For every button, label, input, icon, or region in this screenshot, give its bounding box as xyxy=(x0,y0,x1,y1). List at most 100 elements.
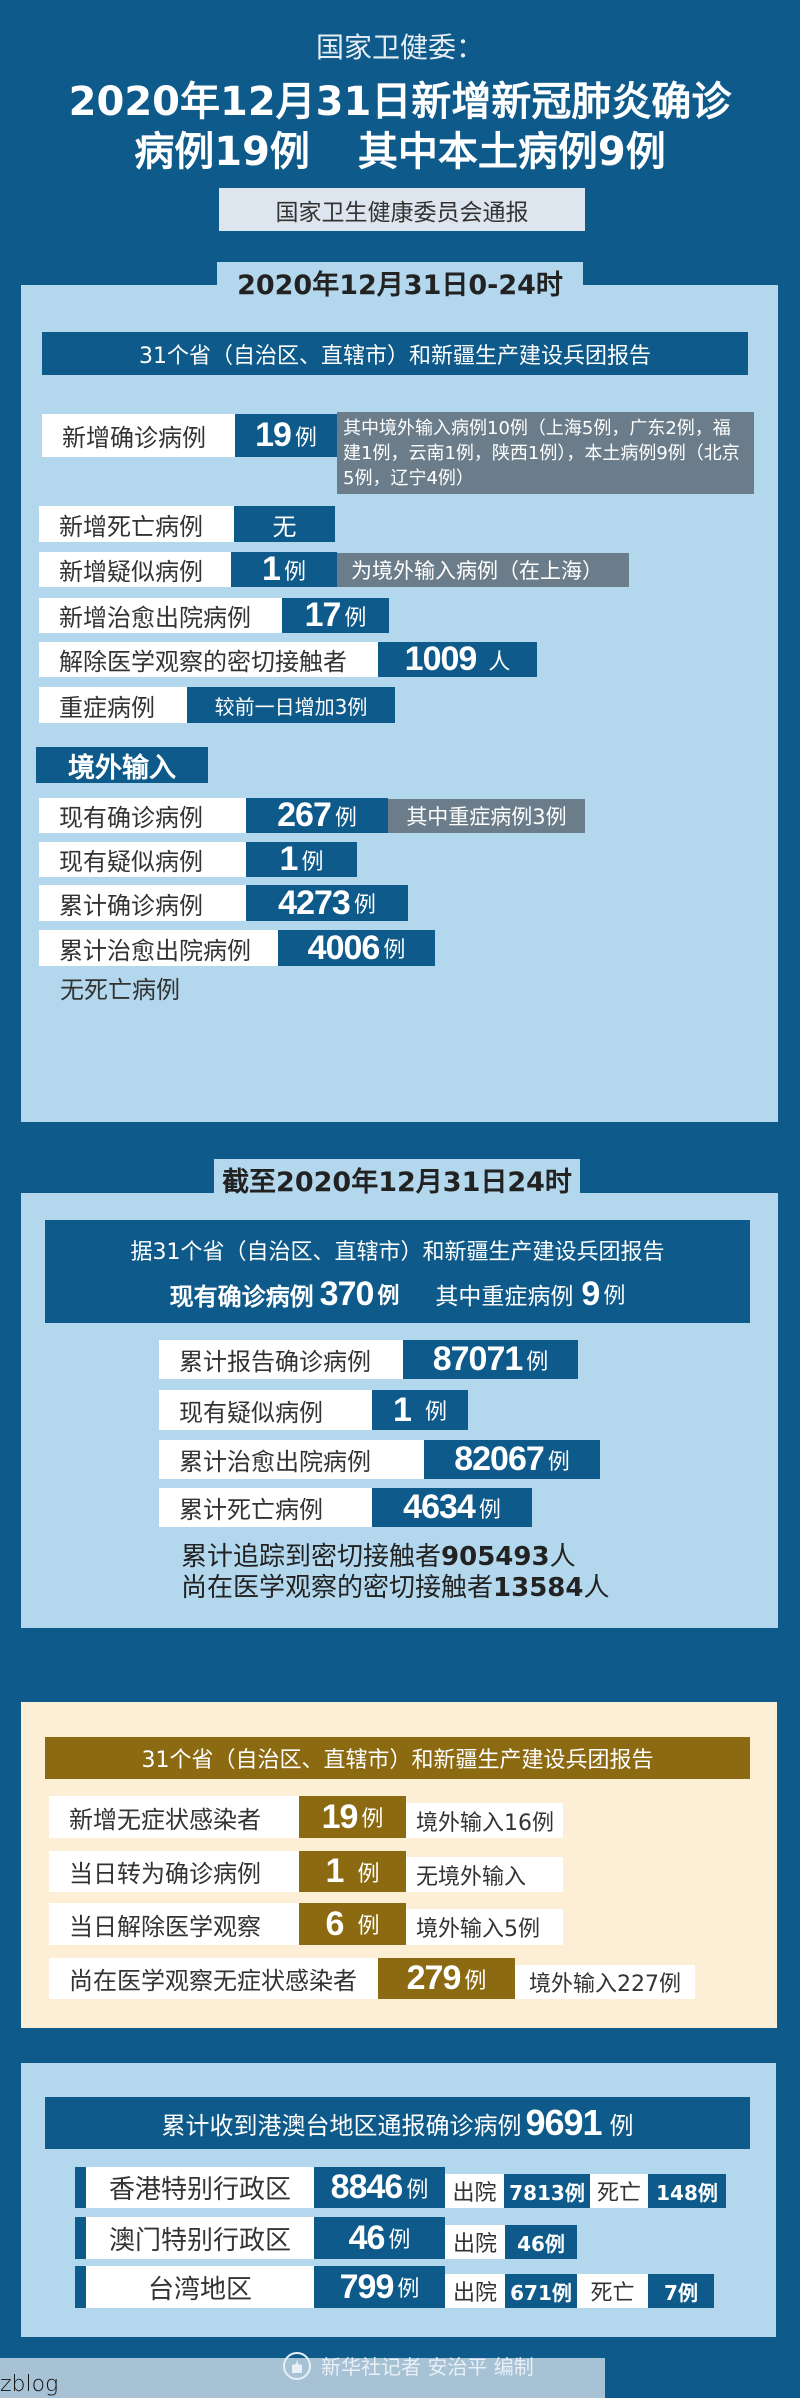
row-severe-label: 重症病例 xyxy=(39,687,187,723)
unit: 例 xyxy=(353,893,376,918)
unit: 例 xyxy=(383,938,406,963)
headline-local: 其中本土病例9例 xyxy=(357,129,666,175)
cum-deaths-value: 4634 例 xyxy=(372,1488,532,1527)
hk-death-value: 148例 xyxy=(648,2174,726,2208)
severe-value: 9 xyxy=(581,1274,600,1313)
value: 4006 xyxy=(307,928,381,967)
hk-label: 香港特别行政区 xyxy=(86,2167,314,2208)
value: 1 xyxy=(262,550,281,588)
cum-suspected-label: 现有疑似病例 xyxy=(159,1390,372,1430)
row-new-suspected-label: 新增疑似病例 xyxy=(39,552,231,587)
asym-observing-value: 279 例 xyxy=(378,1958,515,1999)
headline-total: 病例19例 xyxy=(134,129,310,175)
unit: 例 xyxy=(294,425,317,451)
unit: 例 xyxy=(357,1861,380,1887)
imported-footnote: 无死亡病例 xyxy=(60,976,180,1004)
unit: 例 xyxy=(603,1284,626,1309)
taiwan-death-label: 死亡 xyxy=(577,2274,648,2308)
unit: 例 xyxy=(388,2228,411,2253)
imported-current-value: 267 例 xyxy=(246,796,388,834)
building-glyph xyxy=(292,2359,302,2373)
macau-label: 澳门特别行政区 xyxy=(86,2217,314,2259)
hk-accent xyxy=(75,2167,86,2208)
value: 8846 xyxy=(330,2168,404,2206)
unit: 例 xyxy=(361,1807,384,1832)
unit: 例 xyxy=(283,559,306,585)
row-new-confirmed-value: 19 例 xyxy=(235,414,337,457)
value: 1 xyxy=(325,1852,345,1890)
macau-value: 46 例 xyxy=(314,2217,445,2259)
org-title: 国家卫健委： xyxy=(315,31,484,64)
current-value: 370 xyxy=(319,1274,375,1313)
value: 905493 xyxy=(441,1542,550,1572)
asym-converted-note: 无境外输入 xyxy=(406,1857,563,1892)
value: 19 xyxy=(321,1797,359,1836)
value: 4634 xyxy=(403,1488,476,1526)
source-label: 国家卫生健康委员会通报 xyxy=(219,188,585,231)
asym-new-value: 19 例 xyxy=(299,1796,406,1838)
imported-current-note: 其中重症病例3例 xyxy=(388,799,585,833)
value: 17 xyxy=(304,596,342,634)
unit: 人 xyxy=(583,1573,610,1603)
value: 19 xyxy=(255,416,292,454)
value: 267 xyxy=(277,796,332,834)
unit: 例 xyxy=(547,1449,570,1475)
hk-death-label: 死亡 xyxy=(590,2174,648,2208)
value: 1 xyxy=(393,1390,412,1429)
macau-accent xyxy=(75,2217,86,2259)
unit: 例 xyxy=(424,1400,447,1425)
row-new-suspected-note: 为境外输入病例（在上海） xyxy=(337,553,629,587)
asymptomatic-banner: 31个省（自治区、直辖市）和新疆生产建设兵团报告 xyxy=(45,1737,750,1779)
current-label: 现有确诊病例 xyxy=(169,1282,314,1311)
asym-released-note: 境外输入5例 xyxy=(406,1909,563,1945)
imported-recovered-value: 4006 例 xyxy=(278,928,435,967)
taiwan-discharged-label: 出院 xyxy=(445,2274,505,2308)
taiwan-death-value: 7例 xyxy=(648,2274,714,2308)
asym-new-note: 境外输入16例 xyxy=(406,1803,563,1838)
unit: 例 xyxy=(478,1497,501,1523)
label: 累计追踪到密切接触者 xyxy=(181,1542,442,1572)
cum-deaths-label: 累计死亡病例 xyxy=(159,1488,372,1527)
value: 1009 xyxy=(404,640,478,678)
taiwan-discharged-value: 671例 xyxy=(505,2274,577,2308)
hk-value: 8846 例 xyxy=(314,2167,445,2208)
asym-observing-note: 境外输入227例 xyxy=(515,1965,695,1999)
headline-line1: 2020年12月31日新增新冠肺炎确诊 xyxy=(68,79,732,125)
cum-confirmed-label: 累计报告确诊病例 xyxy=(159,1340,403,1379)
taiwan-label: 台湾地区 xyxy=(86,2266,314,2308)
cum-recovered-value: 82067 例 xyxy=(424,1440,600,1479)
cumulative-banner-source: 据31个省（自治区、直辖市）和新疆生产建设兵团报告 xyxy=(130,1240,665,1265)
cumulative-banner: 据31个省（自治区、直辖市）和新疆生产建设兵团报告 现有确诊病例 370 例 其… xyxy=(45,1220,750,1323)
value: 87071 xyxy=(432,1340,524,1378)
cum-recovered-label: 累计治愈出院病例 xyxy=(159,1440,424,1479)
taiwan-value: 799 例 xyxy=(314,2266,445,2308)
headline-line2: 病例19例 其中本土病例9例 xyxy=(0,124,800,175)
asym-new-label: 新增无症状感染者 xyxy=(49,1796,299,1838)
unit: 人 xyxy=(549,1542,576,1572)
row-severe-note: 较前一日增加3例 xyxy=(187,687,395,723)
unit: 例 xyxy=(377,1284,400,1309)
unit: 例 xyxy=(526,1349,549,1375)
unit: 例 xyxy=(301,849,324,875)
unit: 例 xyxy=(334,805,357,831)
watermark-text: zblog xyxy=(0,2372,59,2397)
hmt-banner: 累计收到港澳台地区通报确诊病例 9691 例 xyxy=(45,2097,750,2149)
row-new-recovered-label: 新增治愈出院病例 xyxy=(39,598,282,633)
hmt-banner-value: 9691 xyxy=(525,2102,602,2143)
macau-discharged-value: 46例 xyxy=(505,2225,577,2259)
asym-converted-label: 当日转为确诊病例 xyxy=(49,1851,299,1892)
unit: 例 xyxy=(344,605,367,631)
value: 6 xyxy=(325,1904,345,1943)
value: 4273 xyxy=(278,883,351,922)
contacts-observed: 尚在医学观察的密切接触者13584人 xyxy=(181,1571,610,1605)
credit: 新华社记者 安治平 编制 xyxy=(321,2355,534,2379)
value: 799 xyxy=(339,2267,395,2306)
row-new-confirmed-label: 新增确诊病例 xyxy=(42,414,235,457)
value: 13584 xyxy=(493,1573,584,1603)
row-new-recovered-value: 17 例 xyxy=(282,596,389,634)
contacts-traced: 累计追踪到密切接触者905493人 xyxy=(181,1540,576,1574)
hmt-banner-text: 累计收到港澳台地区通报确诊病例 xyxy=(161,2111,522,2140)
row-new-confirmed-note: 其中境外输入病例10例（上海5例，广东2例，福建1例，云南1例，陕西1例），本土… xyxy=(337,412,754,494)
